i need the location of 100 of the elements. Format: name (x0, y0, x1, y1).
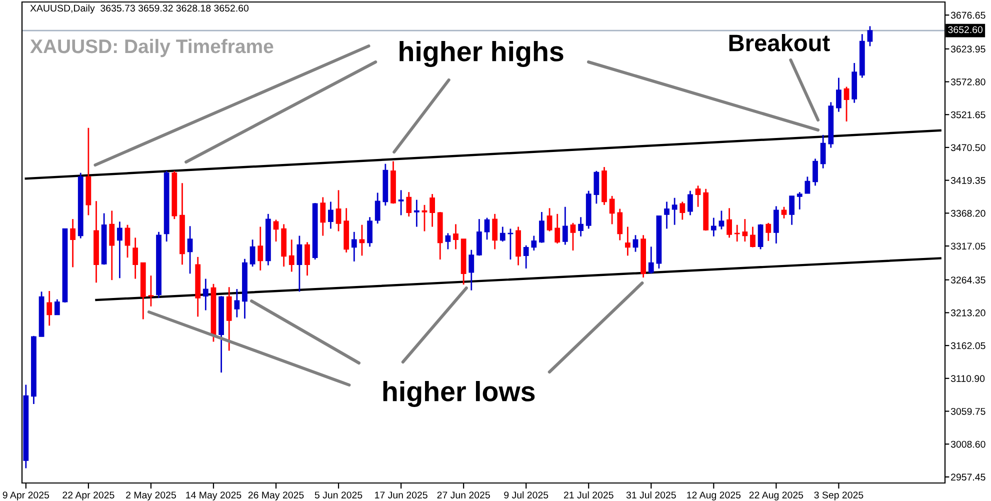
candlestick (187, 225, 193, 274)
x-tick-label: 5 Jun 2025 (314, 492, 362, 498)
candlestick (742, 218, 748, 242)
y-tick-label: 3521.65 (950, 111, 986, 118)
x-tick-label: 21 Jul 2025 (564, 491, 614, 498)
candlestick (148, 274, 154, 308)
candlestick (445, 232, 451, 250)
candlestick (804, 176, 810, 194)
candlestick (46, 290, 52, 326)
x-tick-label: 2 May 2025 (126, 492, 176, 500)
candlestick (648, 246, 654, 274)
y-tick-label: 3110.90 (950, 375, 985, 382)
candlestick (758, 224, 764, 250)
candlestick (398, 189, 404, 216)
candlestick (695, 184, 701, 208)
candlestick (484, 217, 490, 240)
candlestick (492, 213, 498, 250)
candlestick (414, 199, 420, 228)
candlestick (374, 192, 380, 224)
y-tick-label: 3162.05 (950, 342, 986, 350)
candlestick (320, 196, 326, 236)
candlestick (422, 204, 428, 232)
y-tick-label: 3572.80 (950, 78, 986, 86)
candlestick (70, 218, 76, 268)
candlestick (554, 213, 560, 244)
candlestick (54, 298, 60, 316)
candlestick (672, 197, 678, 226)
candlestick (867, 26, 873, 47)
candlestick (726, 207, 732, 238)
candlestick (664, 201, 670, 230)
candlestick (468, 249, 474, 292)
y-tick-label: 3213.20 (950, 309, 986, 316)
candlestick (430, 193, 436, 228)
candlestick (820, 134, 826, 170)
x-tick-label: 9 Jul 2025 (504, 491, 548, 498)
candlestick (109, 210, 115, 281)
candlestick (625, 226, 630, 256)
annotation: higher lows (383, 380, 535, 408)
x-tick-label: 12 Aug 2025 (687, 492, 741, 500)
annotation: higher highs (400, 40, 564, 68)
candlestick (336, 189, 342, 232)
x-tick-label: 9 Apr 2025 (2, 492, 50, 500)
candlestick (609, 195, 615, 225)
candlestick (500, 226, 506, 242)
candlestick (718, 210, 724, 230)
candlestick (570, 222, 576, 252)
annotation: XAUUSD,Daily 3635.73 3659.32 3628.18 3652.60 (30, 4, 249, 14)
candlestick (202, 278, 208, 311)
candlestick (328, 201, 334, 230)
candlestick (773, 206, 779, 244)
candlestick (132, 236, 138, 280)
candlestick (594, 170, 600, 204)
x-tick-label: 31 Jul 2025 (626, 491, 676, 498)
candlestick (304, 241, 310, 276)
candlestick (234, 288, 240, 318)
candlestick (124, 224, 130, 258)
candlestick (789, 195, 795, 226)
candlestick (766, 222, 772, 242)
candlestick (710, 217, 716, 238)
candlestick (781, 206, 787, 220)
x-tick-label: 3 Sep 2025 (814, 492, 864, 500)
y-tick-label: 3676.65 (950, 12, 986, 19)
candlestick (836, 77, 842, 113)
candlestick (453, 224, 458, 250)
candlestick (688, 190, 693, 216)
y-tick-label: 3419.35 (950, 177, 986, 184)
y-tick-label: 2957.45 (951, 474, 986, 481)
annotation: Breakout (729, 34, 830, 52)
candlestick (844, 86, 850, 122)
candlestick (296, 235, 302, 292)
y-tick-label: 3008.60 (950, 440, 986, 448)
candlestick (288, 238, 294, 272)
y-tick-label: 3623.95 (950, 46, 986, 53)
y-tick-label: 3317.05 (950, 242, 986, 250)
candlestick (750, 226, 756, 248)
candlestick (546, 207, 552, 232)
candlestick (812, 158, 818, 186)
candlestick (539, 211, 544, 244)
candlestick (796, 191, 802, 210)
candlestick (680, 201, 686, 220)
x-tick-label: 27 Jun 2025 (437, 492, 490, 498)
candlestick (531, 235, 537, 252)
candlestick (406, 191, 412, 218)
candlestick (578, 216, 584, 238)
x-tick-label: 22 Aug 2025 (749, 492, 804, 500)
candlestick (117, 220, 122, 279)
candlestick (226, 286, 232, 352)
candlestick (476, 218, 482, 256)
candlestick (523, 244, 529, 270)
y-tick-label: 3059.75 (950, 408, 986, 415)
candlestick (250, 238, 256, 268)
x-tick-label: 14 May 2025 (186, 492, 242, 500)
text: XAUUSD: Daily Timeframe (30, 38, 274, 58)
ref-line-label: 3652.60 (948, 26, 983, 34)
candlestick (367, 216, 372, 248)
candlestick (562, 206, 568, 246)
candlestick (617, 208, 623, 241)
x-tick-label: 22 Apr 2025 (62, 492, 114, 500)
x-tick-label: 17 Jun 2025 (375, 492, 428, 498)
candlestick (351, 231, 357, 262)
